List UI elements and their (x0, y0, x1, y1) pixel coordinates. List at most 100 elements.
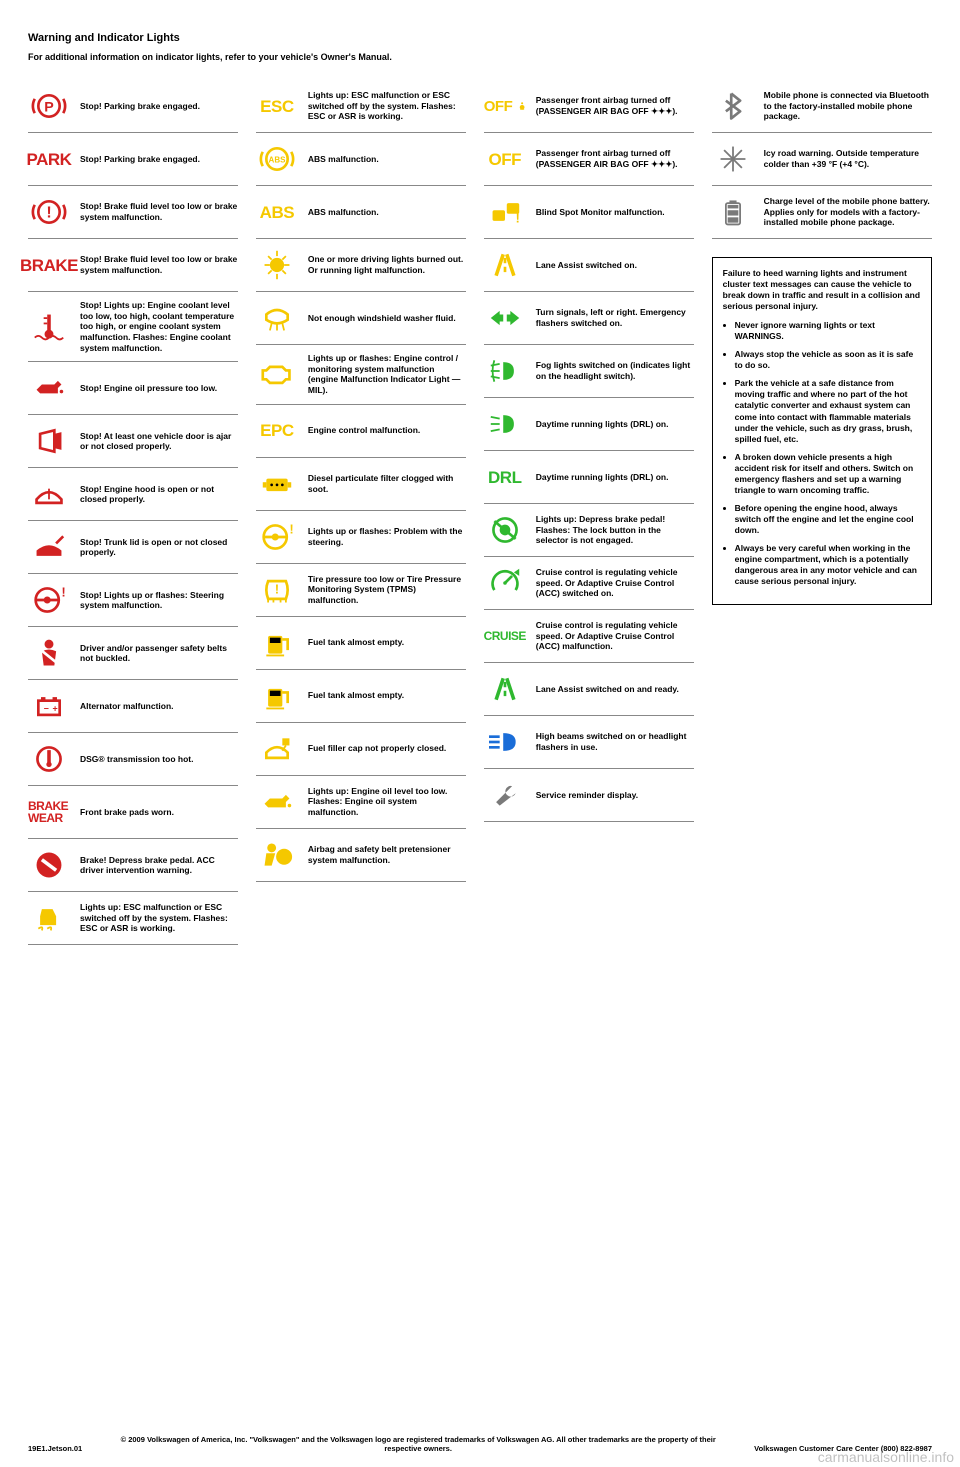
indicator-desc: Passenger front airbag turned off (PASSE… (536, 148, 694, 169)
fog-lights-icon (484, 353, 526, 389)
indicator-desc: Cruise control is regulating vehicle spe… (536, 567, 694, 599)
indicator-desc: Alternator malfunction. (80, 701, 174, 712)
lane-assist-g-icon (484, 671, 526, 707)
abs-circle-icon: ABS (256, 141, 298, 177)
svg-text:P: P (44, 99, 53, 115)
fuel-low-icon (256, 625, 298, 661)
brake-circle-icon: ! (28, 194, 70, 230)
warning-bullet: Park the vehicle at a safe distance from… (735, 378, 921, 444)
warning-block: Failure to heed warning lights and instr… (712, 257, 932, 605)
column-2: ESC Lights up: ESC malfunction or ESC swi… (256, 80, 466, 945)
indicator-desc: Stop! Brake fluid level too low or brake… (80, 254, 238, 275)
indicator-desc: Stop! Trunk lid is open or not closed pr… (80, 537, 238, 558)
dpf-icon (256, 466, 298, 502)
indicator-item: BRAKE Stop! Brake fluid level too low or … (28, 239, 238, 292)
page-title: Warning and Indicator Lights (28, 32, 932, 44)
indicator-desc: Daytime running lights (DRL) on. (536, 419, 669, 430)
indicator-desc: Charge level of the mobile phone battery… (764, 196, 932, 228)
page-header: Warning and Indicator Lights For additio… (28, 32, 932, 62)
svg-text:!: ! (289, 522, 293, 536)
svg-text:−: − (44, 703, 49, 713)
washer-fluid-icon (256, 300, 298, 336)
indicator-desc: One or more driving lights burned out. O… (308, 254, 466, 275)
check-engine-icon (256, 356, 298, 392)
svg-text:!: ! (275, 582, 279, 596)
indicator-desc: Stop! Engine oil pressure too low. (80, 383, 217, 394)
cruise-text-icon: CRUISE (484, 618, 526, 654)
warning-bullet: Always stop the vehicle as soon as it is… (735, 349, 921, 371)
page-subtitle: For additional information on indicator … (28, 52, 932, 62)
footer: 19E1.Jetson.01 © 2009 Volkswagen of Amer… (28, 1435, 932, 1453)
indicator-item: PARKStop! Parking brake engaged. (28, 133, 238, 186)
passenger-off-icon: OFF (484, 88, 526, 124)
fuel-low2-icon (256, 678, 298, 714)
indicator-desc: Stop! Parking brake engaged. (80, 101, 200, 112)
indicator-desc: Blind Spot Monitor malfunction. (536, 207, 665, 218)
indicator-item: Lights up: ESC malfunction or ESC switch… (28, 892, 238, 945)
indicator-item: !Lights up or flashes: Problem with the … (256, 511, 466, 564)
indicator-item: OFFPassenger front airbag turned off (PA… (484, 80, 694, 133)
indicator-item: CRUISECruise control is regulating vehic… (484, 610, 694, 663)
high-beam-icon (484, 724, 526, 760)
epc-text-icon: EPC (256, 413, 298, 449)
indicator-desc: Lights up: ESC malfunction or ESC switch… (80, 902, 238, 934)
svg-text:ABS: ABS (268, 156, 286, 165)
indicator-item: Lights up: Engine oil level too low. Fla… (256, 776, 466, 829)
tire-pressure-icon: ! (256, 572, 298, 608)
snowflake-icon (712, 141, 754, 177)
indicator-item: ! Blind Spot Monitor malfunction. (484, 186, 694, 239)
warning-intro: Failure to heed warning lights and instr… (723, 268, 921, 312)
indicator-item: Mobile phone is connected via Bluetooth … (712, 80, 932, 133)
drl-lamp-icon (484, 406, 526, 442)
indicator-desc: ABS malfunction. (308, 207, 379, 218)
indicator-item: ! Tire pressure too low or Tire Pressure … (256, 564, 466, 617)
fuel-cap-icon (256, 731, 298, 767)
indicator-item: Cruise control is regulating vehicle spe… (484, 557, 694, 610)
indicator-item: Fuel tank almost empty. (256, 670, 466, 723)
indicator-desc: Stop! Lights up or flashes: Steering sys… (80, 590, 238, 611)
wrench-icon (484, 777, 526, 813)
indicator-item: Icy road warning. Outside temperature co… (712, 133, 932, 186)
indicator-item: Diesel particulate filter clogged with s… (256, 458, 466, 511)
indicator-desc: Driver and/or passenger safety belts not… (80, 643, 238, 664)
indicator-item: Brake! Depress brake pedal. ACC driver i… (28, 839, 238, 892)
transmission-temp-icon (28, 741, 70, 777)
indicator-item: Airbag and safety belt pretensioner syst… (256, 829, 466, 882)
indicator-desc: Lane Assist switched on. (536, 260, 637, 271)
indicator-desc: Lights up: Engine oil level too low. Fla… (308, 786, 466, 818)
indicator-item: Lights up or flashes: Engine control / m… (256, 345, 466, 405)
column-1: PStop! Parking brake engaged.PARKStop! P… (28, 80, 238, 945)
column-3: OFF Passenger front airbag turned off (PA… (484, 80, 694, 945)
watermark: carmanualsonline.info (818, 1449, 954, 1465)
drl-text-icon: DRL (484, 459, 526, 495)
acc-brake-icon (28, 847, 70, 883)
footer-left: 19E1.Jetson.01 (28, 1444, 82, 1453)
indicator-desc: Lane Assist switched on and ready. (536, 684, 679, 695)
svg-text:+: + (53, 703, 58, 713)
indicator-item: EPCEngine control malfunction. (256, 405, 466, 458)
indicator-desc: Front brake pads worn. (80, 807, 174, 818)
indicator-desc: Fuel tank almost empty. (308, 690, 404, 701)
svg-text:!: ! (515, 212, 519, 226)
indicator-item: One or more driving lights burned out. O… (256, 239, 466, 292)
svg-text:!: ! (61, 586, 65, 600)
indicator-item: Charge level of the mobile phone battery… (712, 186, 932, 239)
esc-text-icon: ESC (256, 88, 298, 124)
indicator-item: !Stop! Brake fluid level too low or brak… (28, 186, 238, 239)
lane-assist-y-icon (484, 247, 526, 283)
door-open-icon (28, 423, 70, 459)
brake-text-icon: BRAKE (28, 247, 70, 283)
warning-bullet: Always be very careful when working in t… (735, 543, 921, 587)
indicator-desc: Tire pressure too low or Tire Pressure M… (308, 574, 466, 606)
footer-center: © 2009 Volkswagen of America, Inc. "Volk… (82, 1435, 754, 1453)
blind-spot-icon: ! (484, 194, 526, 230)
indicator-item: OFFPassenger front airbag turned off (PA… (484, 133, 694, 186)
warning-bullet: Never ignore warning lights or text WARN… (735, 320, 921, 342)
indicator-desc: ABS malfunction. (308, 154, 379, 165)
indicator-desc: Icy road warning. Outside temperature co… (764, 148, 932, 169)
indicator-desc: Fuel tank almost empty. (308, 637, 404, 648)
indicator-item: Stop! Engine oil pressure too low. (28, 362, 238, 415)
indicator-desc: Lights up: ESC malfunction or ESC switch… (308, 90, 466, 122)
indicator-desc: Stop! Parking brake engaged. (80, 154, 200, 165)
columns-container: PStop! Parking brake engaged.PARKStop! P… (28, 80, 932, 945)
